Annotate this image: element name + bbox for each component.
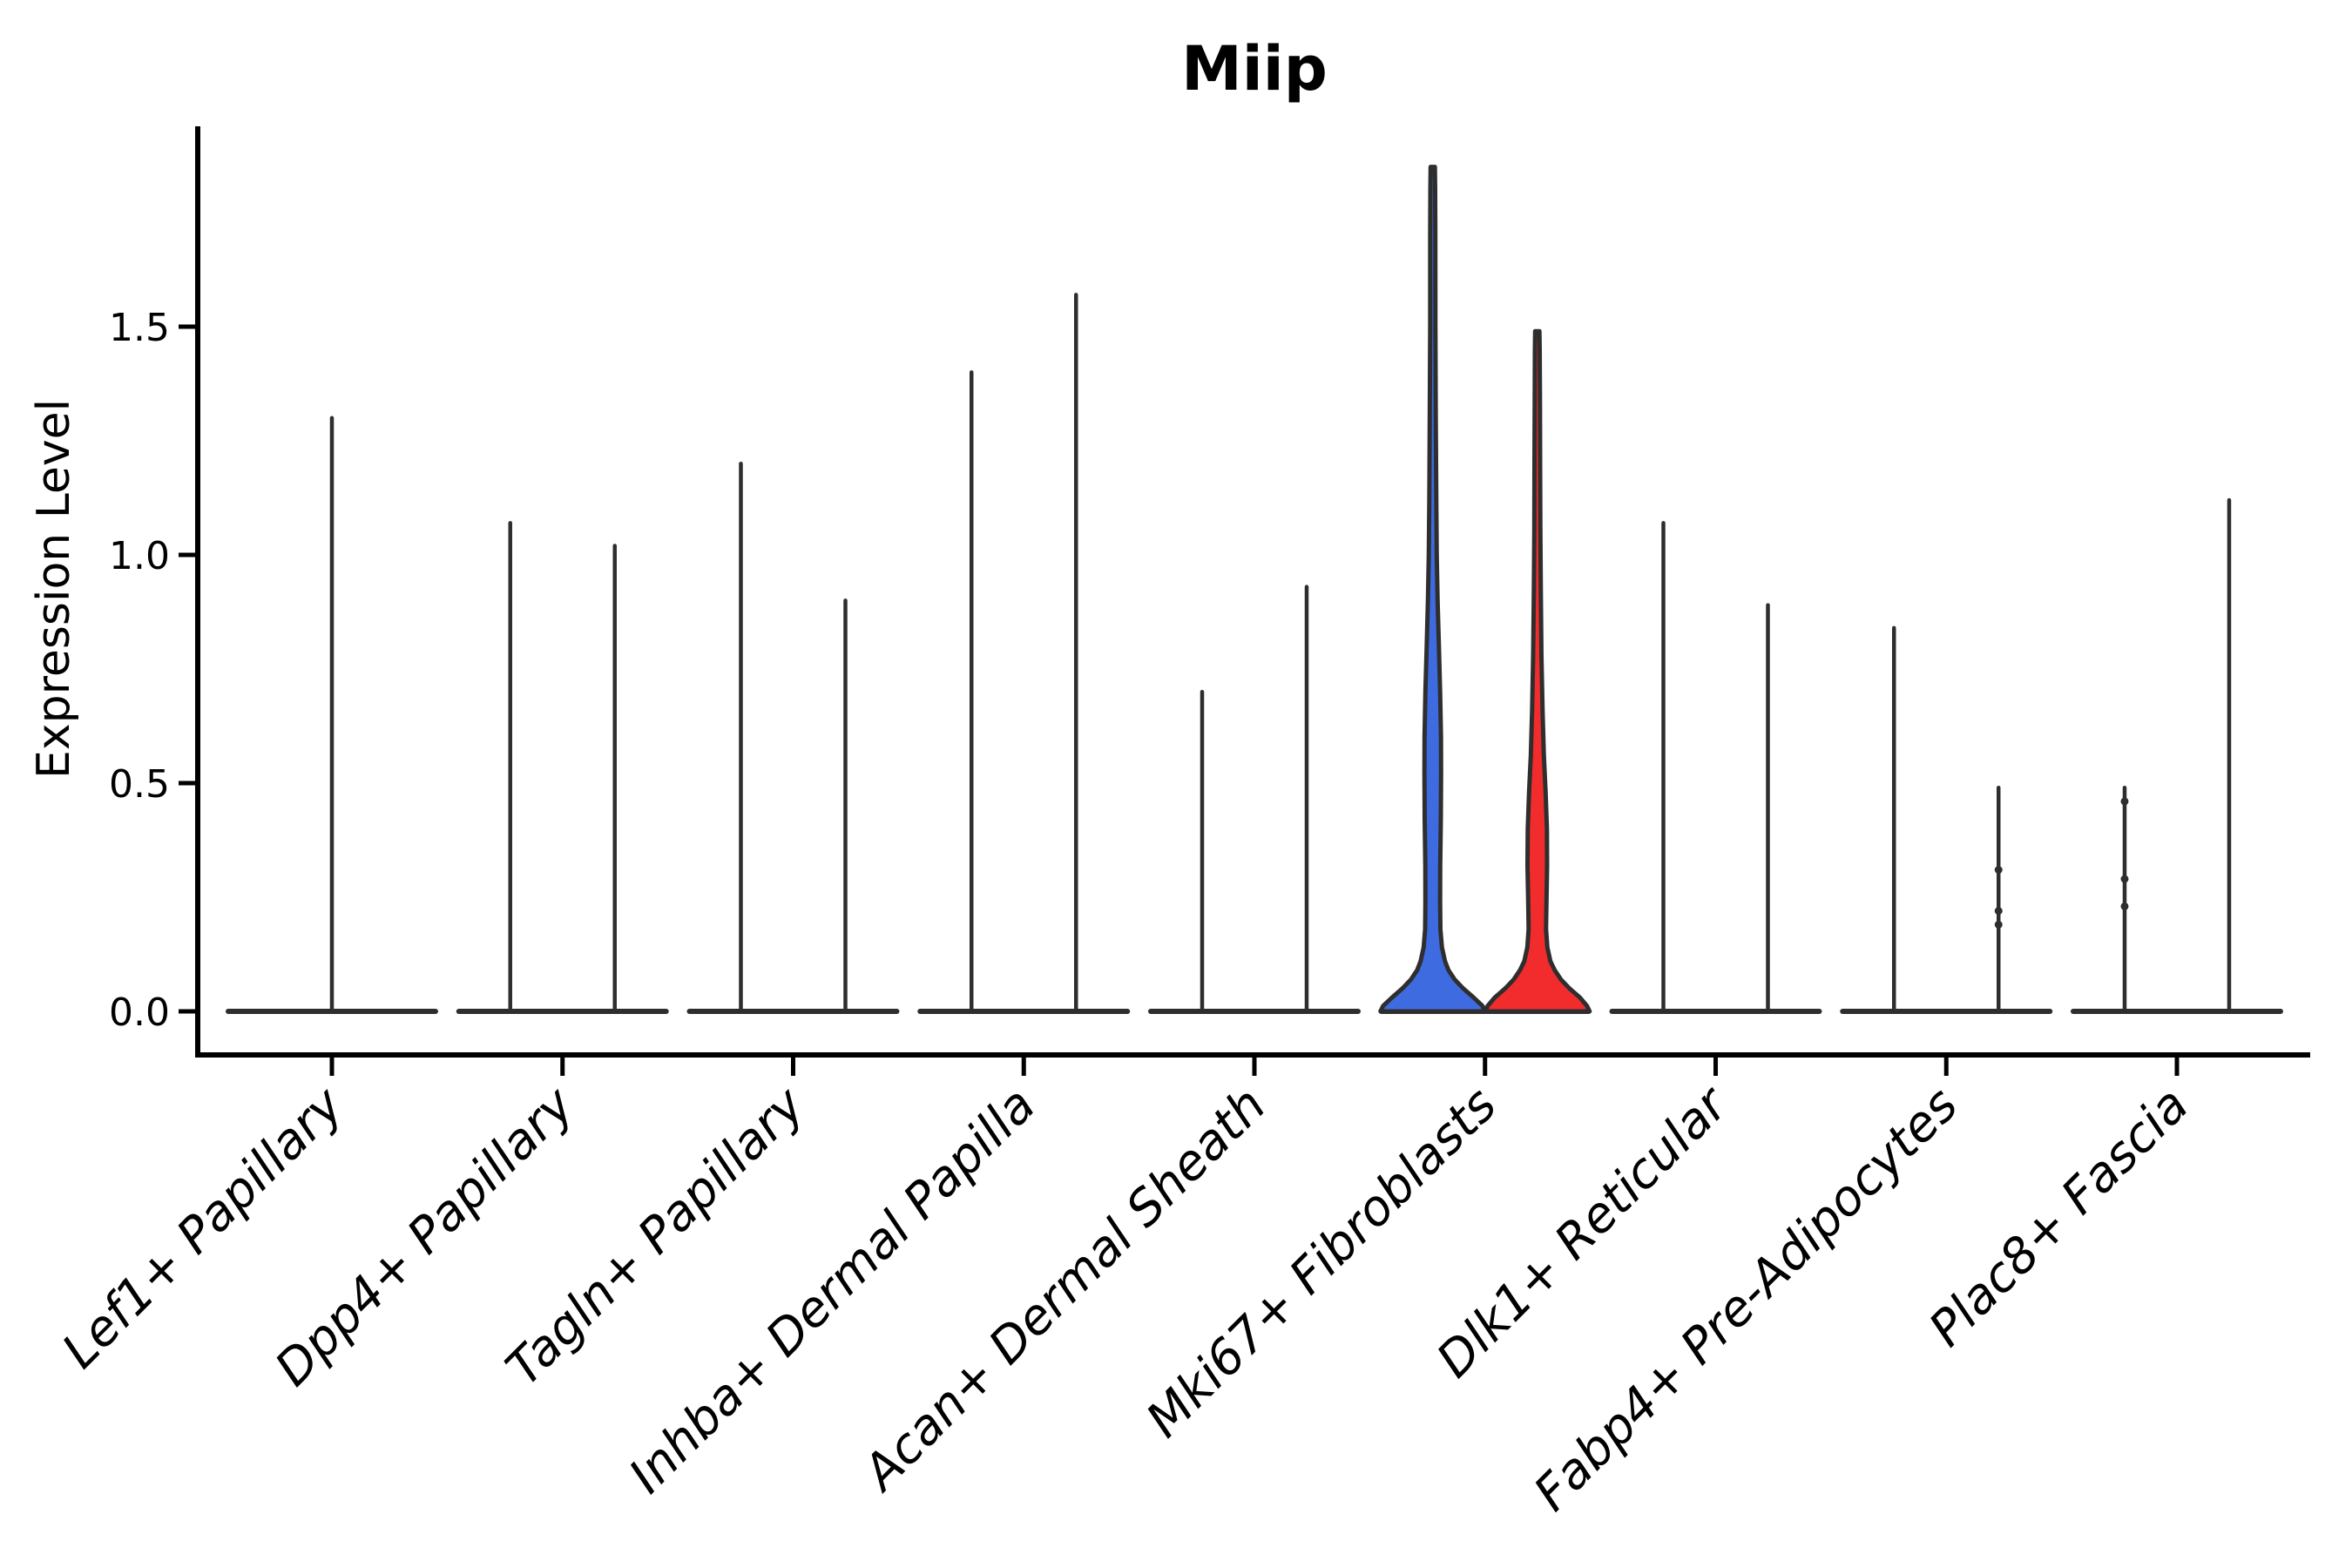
y-tick-label: 0.5: [109, 762, 170, 807]
jitter-dot: [1994, 907, 2003, 916]
violin-filled: [1378, 165, 1488, 1014]
jitter-dot: [2120, 875, 2129, 883]
chart-title: Miip: [1181, 33, 1328, 105]
jitter-dot: [1994, 866, 2003, 875]
x-category-label: Acan+ Dermal Sheath: [851, 1077, 1277, 1503]
y-tick-label: 1.5: [109, 306, 170, 350]
violin-filled: [1483, 328, 1592, 1014]
jitter-dot: [1994, 920, 2003, 929]
x-category-label: Fabp4+ Pre-Adipocytes: [1524, 1077, 1969, 1522]
jitter-dot: [2120, 797, 2129, 806]
x-category-label: Inhba+ Dermal Papilla: [618, 1077, 1046, 1504]
y-tick-label: 0.0: [109, 990, 170, 1035]
jitter-dot: [2120, 902, 2129, 910]
y-tick-label: 1.0: [109, 534, 170, 578]
